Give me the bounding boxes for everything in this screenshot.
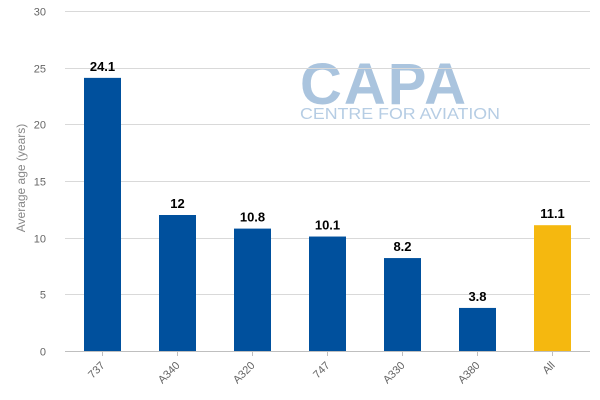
data-label: 3.8 xyxy=(468,289,486,304)
y-tick-label: 5 xyxy=(40,290,46,302)
x-tick-label: A330 xyxy=(381,360,408,387)
y-axis-label: Average age (years) xyxy=(14,124,28,233)
bar-737 xyxy=(84,77,121,351)
x-tick-label: 737 xyxy=(86,360,107,381)
data-label: 10.1 xyxy=(315,218,340,233)
data-labels: 24.1 12 10.8 10.1 8.2 3.8 11.1 xyxy=(90,59,565,304)
data-label: 24.1 xyxy=(90,59,115,74)
x-tick-label: A320 xyxy=(231,360,258,387)
x-axis-ticks: 737 A340 A320 747 A330 A380 All xyxy=(86,351,558,387)
y-tick-label: 15 xyxy=(34,177,46,189)
watermark-logo: CAPA xyxy=(300,52,468,117)
watermark-tagline: CENTRE FOR AVIATION xyxy=(300,106,500,123)
y-axis-ticks: 0 5 10 15 20 25 30 xyxy=(34,7,46,359)
bar-a320 xyxy=(234,228,271,351)
bar-a380 xyxy=(459,307,496,351)
y-tick-label: 20 xyxy=(34,120,46,132)
bar-747 xyxy=(309,236,346,351)
bar-a340 xyxy=(159,215,196,351)
x-tick-label: 747 xyxy=(311,360,332,381)
y-tick-label: 10 xyxy=(34,234,46,246)
data-label: 10.8 xyxy=(240,210,265,225)
data-label: 11.1 xyxy=(540,206,565,221)
y-tick-label: 0 xyxy=(40,347,46,359)
data-label: 12 xyxy=(170,196,184,211)
capa-watermark: CAPA CENTRE FOR AVIATION xyxy=(300,52,500,123)
data-label: 8.2 xyxy=(393,239,411,254)
y-tick-label: 25 xyxy=(34,64,46,76)
bar-a330 xyxy=(384,258,421,351)
bars xyxy=(84,77,571,351)
bar-all xyxy=(534,225,571,351)
x-tick-label: A380 xyxy=(456,360,483,387)
x-tick-label: A340 xyxy=(156,360,183,387)
x-tick-label: All xyxy=(540,360,557,377)
y-tick-label: 30 xyxy=(34,7,46,19)
